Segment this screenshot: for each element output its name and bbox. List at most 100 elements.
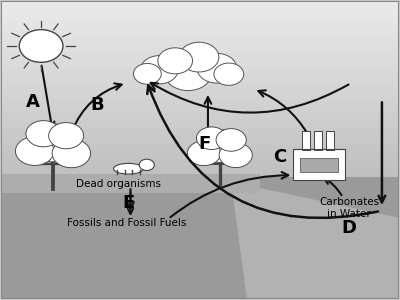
FancyArrowPatch shape — [151, 83, 348, 112]
Text: Carbonates
in Water: Carbonates in Water — [319, 197, 379, 219]
FancyArrowPatch shape — [147, 85, 378, 218]
Bar — [1, 36, 399, 38]
Bar — [1, 153, 399, 156]
Bar — [1, 22, 399, 24]
FancyBboxPatch shape — [1, 174, 260, 193]
Bar — [1, 140, 399, 142]
Circle shape — [134, 63, 161, 84]
Bar — [1, 17, 399, 20]
Bar — [1, 31, 399, 34]
Circle shape — [140, 56, 178, 84]
Bar — [1, 167, 399, 170]
Bar — [1, 15, 399, 17]
Circle shape — [216, 129, 246, 151]
Bar — [1, 82, 399, 84]
Circle shape — [188, 141, 221, 166]
Circle shape — [219, 143, 252, 168]
Bar — [1, 128, 399, 130]
Bar — [1, 87, 399, 89]
Bar — [1, 57, 399, 59]
Circle shape — [214, 63, 244, 86]
Circle shape — [197, 53, 237, 83]
Bar — [1, 183, 399, 186]
Circle shape — [139, 159, 154, 170]
Bar — [1, 126, 399, 128]
Circle shape — [158, 48, 192, 74]
Text: Dead organisms: Dead organisms — [76, 179, 161, 189]
Bar — [1, 89, 399, 91]
Circle shape — [198, 130, 242, 163]
Bar — [1, 149, 399, 151]
Bar — [1, 176, 399, 179]
Bar — [1, 169, 399, 172]
Bar — [1, 73, 399, 75]
Bar — [1, 112, 399, 114]
Bar — [1, 34, 399, 36]
Bar — [1, 94, 399, 96]
Bar — [1, 61, 399, 64]
Bar — [1, 8, 399, 11]
Bar — [1, 47, 399, 50]
Bar — [1, 100, 399, 103]
Bar — [1, 133, 399, 135]
Circle shape — [16, 137, 54, 165]
Circle shape — [26, 121, 61, 147]
Bar — [293, 148, 345, 180]
Circle shape — [19, 30, 63, 62]
Bar — [1, 160, 399, 163]
Bar — [1, 20, 399, 22]
Bar — [1, 110, 399, 112]
Bar — [1, 117, 399, 119]
Bar — [1, 119, 399, 121]
Bar — [1, 50, 399, 52]
Bar — [302, 131, 310, 150]
Bar — [1, 38, 399, 40]
Bar — [326, 131, 334, 150]
Bar — [1, 24, 399, 27]
Text: C: C — [274, 148, 287, 166]
Bar — [1, 135, 399, 137]
Bar — [1, 105, 399, 107]
Polygon shape — [232, 183, 399, 298]
Text: Fossils and Fossil Fuels: Fossils and Fossil Fuels — [67, 218, 186, 228]
Bar — [1, 114, 399, 117]
Bar — [1, 146, 399, 149]
Bar — [1, 84, 399, 87]
Ellipse shape — [114, 164, 143, 174]
Bar — [1, 13, 399, 15]
Bar — [1, 121, 399, 124]
Bar — [1, 124, 399, 126]
Bar — [1, 77, 399, 80]
Bar — [1, 98, 399, 101]
Bar — [1, 59, 399, 61]
Bar — [1, 52, 399, 54]
Bar — [1, 68, 399, 70]
Bar — [1, 80, 399, 82]
Text: F: F — [199, 134, 211, 152]
Bar — [314, 131, 322, 150]
Bar — [1, 144, 399, 146]
Bar — [1, 137, 399, 140]
Circle shape — [196, 127, 227, 149]
Bar — [1, 4, 399, 6]
Bar — [1, 29, 399, 31]
Bar — [1, 64, 399, 66]
Bar — [1, 103, 399, 105]
Bar — [1, 130, 399, 133]
Bar — [1, 151, 399, 153]
Circle shape — [164, 55, 212, 91]
Bar — [1, 158, 399, 160]
Bar — [1, 6, 399, 8]
Bar — [1, 2, 399, 4]
Bar — [1, 165, 399, 167]
Bar — [1, 142, 399, 144]
Bar — [1, 163, 399, 165]
Bar — [1, 179, 399, 181]
Bar — [1, 174, 399, 176]
Circle shape — [179, 42, 219, 72]
Text: D: D — [341, 219, 356, 237]
Bar — [1, 66, 399, 68]
Circle shape — [52, 139, 91, 168]
Bar — [1, 27, 399, 29]
Bar — [1, 181, 399, 183]
